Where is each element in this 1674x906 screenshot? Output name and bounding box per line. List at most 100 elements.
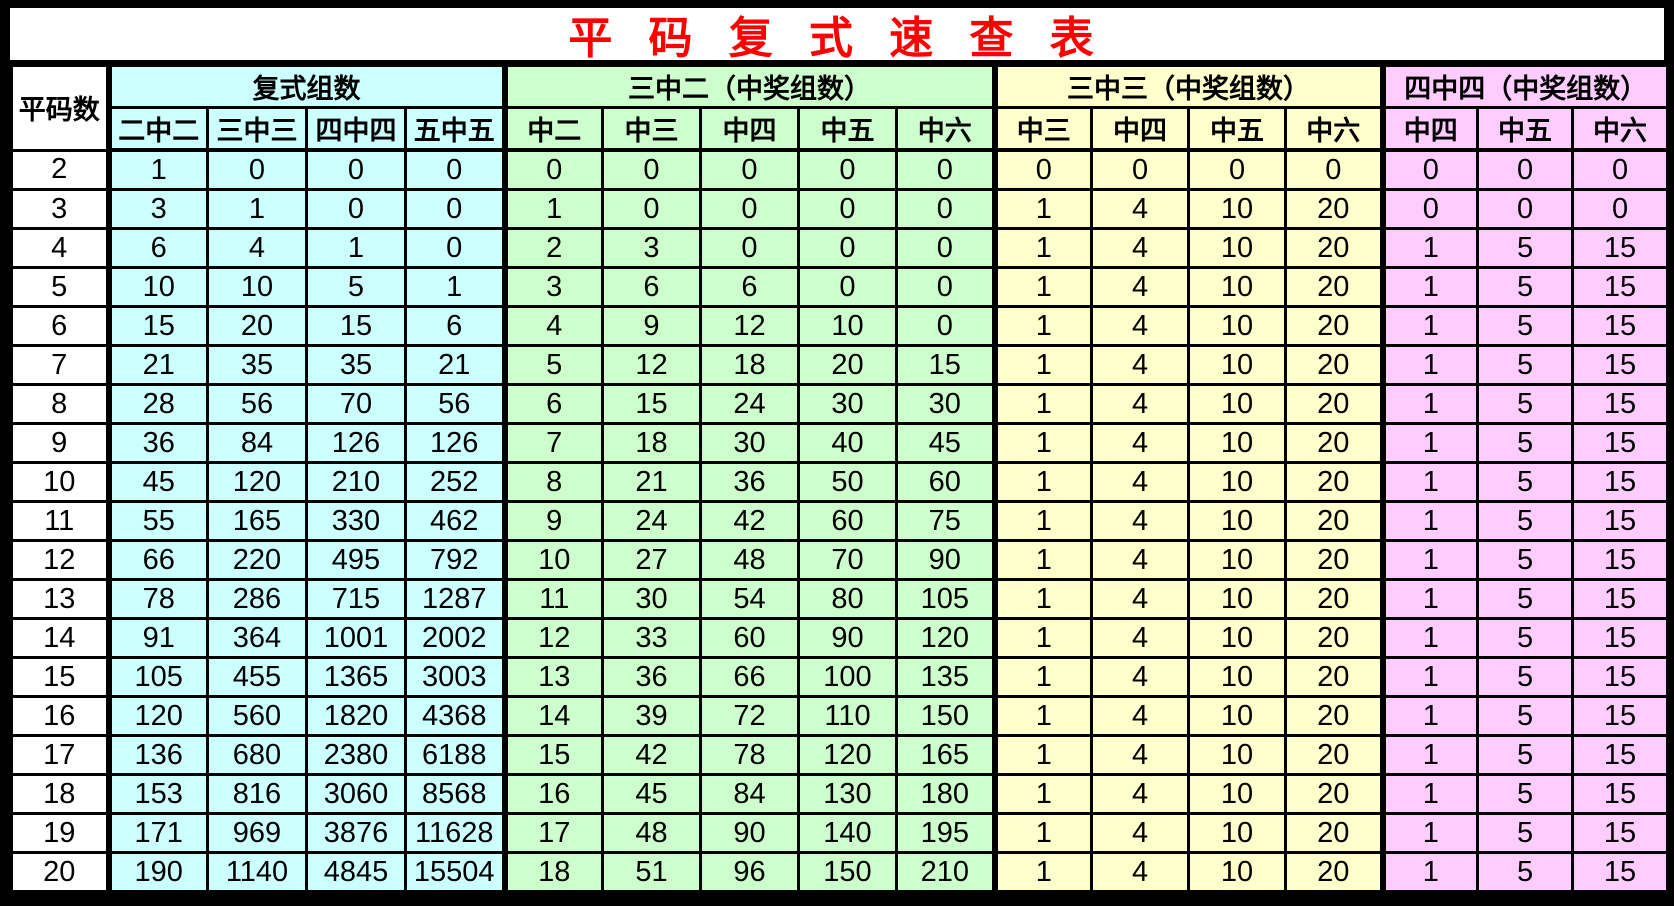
data-cell: 165 — [206, 500, 308, 542]
row-label: 8 — [10, 383, 112, 425]
data-cell: 1 — [1379, 851, 1480, 893]
data-cell: 48 — [699, 539, 800, 581]
data-cell: 4 — [1090, 500, 1191, 542]
data-cell: 45 — [601, 773, 702, 815]
data-cell: 5 — [1476, 617, 1575, 659]
data-cell: 1 — [991, 227, 1094, 269]
data-cell: 126 — [305, 422, 407, 464]
data-cell: 35 — [305, 344, 407, 386]
data-cell: 330 — [305, 500, 407, 542]
data-cell: 4 — [1090, 227, 1191, 269]
data-cell: 72 — [699, 695, 800, 737]
data-cell: 54 — [699, 578, 800, 620]
data-cell: 5 — [1476, 422, 1575, 464]
data-cell: 70 — [797, 539, 898, 581]
row-label: 19 — [10, 812, 112, 854]
data-cell: 4 — [1090, 461, 1191, 503]
row-label: 13 — [10, 578, 112, 620]
col-header-g1-hit4: 中四 — [699, 106, 800, 152]
data-cell: 126 — [404, 422, 506, 464]
data-cell: 11628 — [404, 812, 506, 854]
data-cell: 150 — [797, 851, 898, 893]
data-cell: 15 — [1571, 422, 1670, 464]
data-cell: 4 — [1090, 773, 1191, 815]
data-cell: 4845 — [305, 851, 407, 893]
data-cell: 1 — [1379, 383, 1480, 425]
data-cell: 18 — [501, 851, 604, 893]
data-cell: 5 — [1476, 695, 1575, 737]
row-label: 15 — [10, 656, 112, 698]
data-cell: 1287 — [404, 578, 506, 620]
data-cell: 45 — [894, 422, 997, 464]
data-cell: 4368 — [404, 695, 506, 737]
data-cell: 5 — [1476, 539, 1575, 581]
data-cell: 0 — [797, 188, 898, 230]
col-header-g1-hit2: 中二 — [501, 106, 604, 152]
data-cell: 16 — [501, 773, 604, 815]
data-cell: 30 — [699, 422, 800, 464]
data-cell: 0 — [404, 188, 506, 230]
col-header-3in3: 三中三 — [206, 106, 308, 152]
data-cell: 3 — [107, 188, 209, 230]
data-cell: 10 — [1187, 656, 1288, 698]
data-cell: 4 — [1090, 734, 1191, 776]
data-cell: 1 — [991, 344, 1094, 386]
data-cell: 1 — [991, 617, 1094, 659]
data-cell: 1 — [1379, 539, 1480, 581]
data-cell: 30 — [894, 383, 997, 425]
data-cell: 10 — [1187, 422, 1288, 464]
table-row: 16 120 560 1820 4368 14 39 72 110 150 1 4 10 20 1 5 15 — [10, 695, 1670, 737]
data-cell: 4 — [1090, 305, 1191, 347]
data-cell: 10 — [1187, 539, 1288, 581]
data-cell: 45 — [107, 461, 209, 503]
data-cell: 20 — [1284, 188, 1385, 230]
data-cell: 20 — [1284, 383, 1385, 425]
row-label: 7 — [10, 344, 112, 386]
data-cell: 10 — [1187, 461, 1288, 503]
data-cell: 7 — [501, 422, 604, 464]
data-cell: 105 — [894, 578, 997, 620]
data-cell: 1 — [991, 695, 1094, 737]
data-cell: 20 — [1284, 422, 1385, 464]
data-cell: 42 — [699, 500, 800, 542]
data-cell: 15 — [305, 305, 407, 347]
col-header-g3-hit4: 中四 — [1379, 106, 1480, 152]
data-cell: 15 — [1571, 695, 1670, 737]
data-cell: 0 — [1571, 188, 1670, 230]
data-cell: 1 — [1379, 344, 1480, 386]
data-cell: 3 — [601, 227, 702, 269]
data-cell: 6 — [601, 266, 702, 308]
data-cell: 0 — [601, 188, 702, 230]
row-header-label: 平码数 — [10, 64, 112, 152]
data-cell: 105 — [107, 656, 209, 698]
data-cell: 10 — [1187, 773, 1288, 815]
table-row: 15 105 455 1365 3003 13 36 66 100 135 1 4 10 20 1 5 15 — [10, 656, 1670, 698]
data-cell: 15 — [501, 734, 604, 776]
row-label: 4 — [10, 227, 112, 269]
data-cell: 0 — [699, 148, 800, 191]
table-row: 4 6 4 1 0 2 3 0 0 0 1 4 10 20 1 5 15 — [10, 227, 1670, 269]
data-cell: 5 — [1476, 851, 1575, 893]
data-cell: 51 — [601, 851, 702, 893]
row-label: 2 — [10, 148, 112, 191]
data-cell: 91 — [107, 617, 209, 659]
data-cell: 20 — [1284, 656, 1385, 698]
data-cell: 4 — [1090, 695, 1191, 737]
data-cell: 20 — [1284, 500, 1385, 542]
data-cell: 10 — [1187, 617, 1288, 659]
data-cell: 0 — [501, 148, 604, 191]
table-row: 14 91 364 1001 2002 12 33 60 90 120 1 4 10 20 1 5 15 — [10, 617, 1670, 659]
table-row: 12 66 220 495 792 10 27 48 70 90 1 4 10 20 1 5 15 — [10, 539, 1670, 581]
data-cell: 60 — [699, 617, 800, 659]
data-cell: 5 — [1476, 266, 1575, 308]
data-cell: 6 — [107, 227, 209, 269]
data-cell: 210 — [894, 851, 997, 893]
data-cell: 10 — [1187, 305, 1288, 347]
data-cell: 0 — [1571, 148, 1670, 191]
data-cell: 1 — [1379, 734, 1480, 776]
data-cell: 1 — [991, 578, 1094, 620]
data-cell: 195 — [894, 812, 997, 854]
data-cell: 1 — [1379, 305, 1480, 347]
data-cell: 1 — [305, 227, 407, 269]
